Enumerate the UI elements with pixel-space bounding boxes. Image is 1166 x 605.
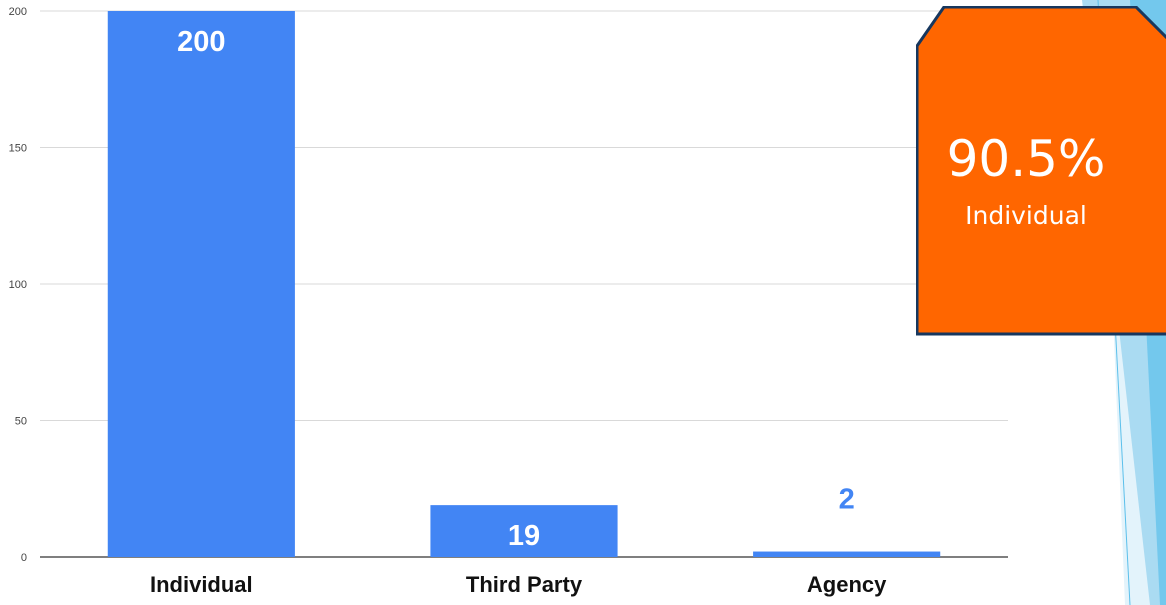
bar-third-party	[430, 505, 618, 557]
callout-shape	[916, 6, 1166, 336]
y-tick-label: 150	[9, 143, 27, 155]
data-label: 2	[839, 484, 855, 516]
callout-octagon	[916, 6, 1166, 336]
x-category-label: Third Party	[466, 572, 583, 597]
data-label: 200	[177, 26, 225, 58]
data-label: 19	[508, 520, 540, 552]
callout-label: Individual	[965, 201, 1087, 230]
bars	[107, 11, 941, 557]
data-labels: 200 19 2	[177, 26, 855, 552]
highlight-callout: 90.5% Individual	[916, 6, 1166, 336]
y-tick-label: 0	[21, 552, 27, 564]
x-category-label: Individual	[150, 572, 253, 597]
y-tick-label: 100	[9, 279, 27, 291]
y-tick-label: 50	[15, 416, 27, 428]
y-tick-label: 200	[9, 6, 27, 18]
bar-individual	[107, 11, 295, 557]
y-axis-ticks: 0 50 100 150 200	[9, 6, 27, 564]
callout-percent: 90.5%	[946, 130, 1106, 188]
x-axis-categories: Individual Third Party Agency	[150, 572, 887, 597]
bar-agency	[753, 551, 941, 557]
x-category-label: Agency	[807, 572, 887, 597]
